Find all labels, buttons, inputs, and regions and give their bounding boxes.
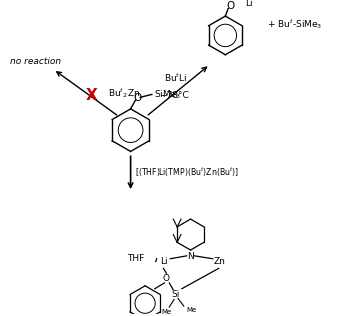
Text: THF: THF — [127, 254, 144, 263]
Text: X: X — [86, 88, 98, 103]
Text: + Bu$^t$-SiMe$_3$: + Bu$^t$-SiMe$_3$ — [267, 17, 322, 31]
Text: O: O — [133, 93, 141, 103]
Text: [(THF)Li(TMP)(Bu$^t$)Zn(Bu$^t$)]: [(THF)Li(TMP)(Bu$^t$)Zn(Bu$^t$)] — [135, 166, 240, 179]
Text: Bu$^t$$_2$Zn: Bu$^t$$_2$Zn — [108, 86, 140, 100]
Text: Li: Li — [160, 257, 167, 266]
Text: Si: Si — [171, 290, 179, 299]
Text: O: O — [226, 1, 234, 11]
Text: no reaction: no reaction — [10, 57, 61, 66]
Text: N: N — [187, 252, 194, 261]
Text: Me: Me — [161, 309, 171, 315]
Text: Li: Li — [245, 0, 252, 8]
Text: SiMe$_3$: SiMe$_3$ — [154, 88, 181, 100]
Text: O: O — [163, 274, 170, 283]
Text: Me: Me — [187, 307, 197, 313]
Text: Bu$^t$Li: Bu$^t$Li — [164, 71, 188, 84]
Text: Zn: Zn — [214, 257, 225, 266]
Text: −78°C: −78°C — [159, 92, 189, 100]
